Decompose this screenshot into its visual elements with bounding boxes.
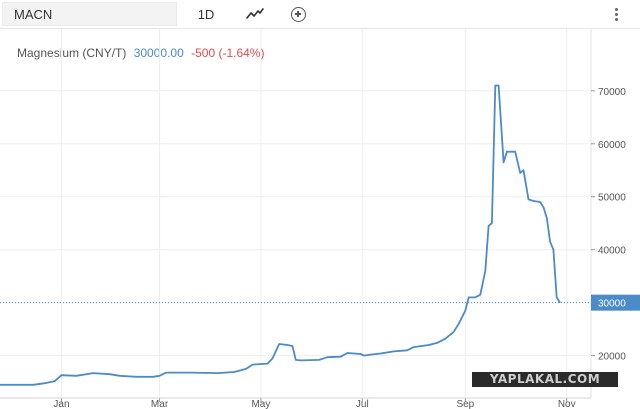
y-tick-label: 60000 [598,140,626,151]
symbol-input[interactable] [3,3,176,25]
line-chart-icon [246,8,264,19]
x-tick-label: Sep [456,399,474,409]
last-value-badge [591,294,640,311]
series-name: Magnesium (CNY/T) [17,46,127,60]
more-menu-button[interactable] [604,0,628,28]
x-tick-label: May [251,399,270,409]
compare-add-button[interactable] [286,0,310,28]
x-tick-label: Jul [356,399,369,409]
last-value-label: 30000 [598,299,626,310]
x-tick-label: Mar [151,399,169,409]
x-tick-label: Nov [558,399,576,409]
series-legend: Magnesium (CNY/T) 30000.00 -500 (-1.64%) [17,46,264,60]
interval-button[interactable]: 1D [197,6,215,22]
symbol-search-box[interactable] [2,2,177,26]
chart-type-button[interactable] [240,0,270,28]
watermark: YAPLAKAL.COM [472,372,618,387]
x-tick-label: Jan [53,399,69,409]
chart-toolbar: 1D [0,0,640,29]
plus-circle-icon [290,6,306,22]
price-chart[interactable]: Jan Mar May Jul Sep Nov 20000 30000 40000 50000 60… [0,29,640,409]
y-tick-label: 20000 [598,352,626,363]
price-change: -500 (-1.64%) [191,46,265,60]
price-series-line [0,84,561,386]
last-price: 30000.00 [133,46,184,60]
vertical-ellipsis-icon [614,7,618,11]
y-tick-label: 70000 [598,87,626,98]
y-tick-label: 40000 [598,246,626,257]
y-tick-label: 50000 [598,193,626,204]
